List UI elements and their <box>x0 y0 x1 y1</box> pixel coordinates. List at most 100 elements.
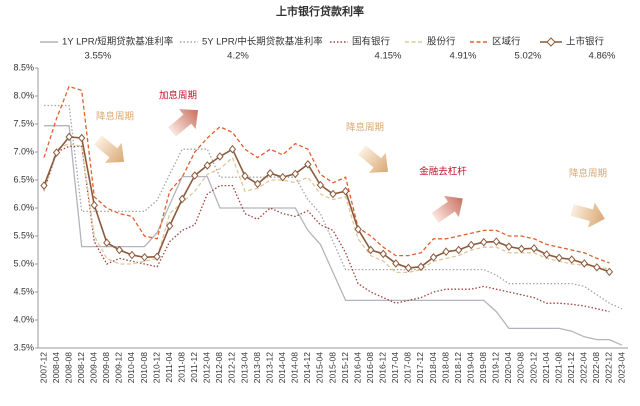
arrows <box>94 109 605 228</box>
y-tick-label: 6.5% <box>13 174 34 184</box>
x-tick-label: 2016-08 <box>365 352 375 383</box>
annotation: 金融去杠杆 <box>419 166 467 178</box>
data-point <box>341 186 350 196</box>
data-point <box>555 253 563 263</box>
data-point <box>568 255 576 264</box>
x-tick-label: 2018-12 <box>453 352 463 383</box>
legend-label: 国有银行 <box>352 36 391 48</box>
data-point <box>454 245 463 255</box>
data-point <box>605 267 614 277</box>
y-tick-label: 8.0% <box>13 90 34 100</box>
series-line <box>43 85 610 264</box>
legend-label: 股份行 <box>427 36 456 48</box>
y-tick-label: 5.5% <box>13 230 34 240</box>
data-point <box>316 180 325 190</box>
data-point <box>442 247 450 256</box>
x-tick-label: 2014-12 <box>302 352 312 383</box>
x-tick-label: 2011-12 <box>189 352 199 383</box>
legend-label: 区域行 <box>492 36 521 48</box>
x-tick-label: 2021-08 <box>553 352 563 383</box>
x-tick-label: 2014-08 <box>290 352 300 383</box>
data-point <box>304 160 312 169</box>
y-tick-label: 8.5% <box>13 62 34 72</box>
arrow <box>94 135 125 163</box>
x-tick-label: 2022-12 <box>604 352 614 383</box>
data-point <box>379 249 387 259</box>
x-tick-label: 2011-04 <box>164 352 174 383</box>
legend-label: 上市银行 <box>566 36 605 48</box>
x-tick-label: 2017-04 <box>390 352 400 383</box>
y-tick-label: 3.5% <box>13 342 34 352</box>
x-tick-label: 2012-04 <box>202 352 212 383</box>
x-tick-label: 2018-04 <box>428 352 438 383</box>
x-tick-label: 2008-12 <box>76 352 86 383</box>
data-point <box>241 171 249 181</box>
data-point <box>392 259 400 268</box>
x-tick-label: 2014-04 <box>277 352 287 383</box>
x-tick-label: 2019-12 <box>491 352 501 383</box>
series-line <box>44 125 623 346</box>
x-tick-label: 2009-04 <box>89 352 99 383</box>
data-point <box>216 152 224 161</box>
series-line <box>43 142 610 274</box>
x-tick-label: 2023-04 <box>616 352 626 383</box>
x-tick-label: 2012-08 <box>214 352 224 383</box>
data-point <box>429 253 438 262</box>
x-tick-label: 2015-08 <box>327 352 337 383</box>
data-point <box>115 245 124 255</box>
x-tick-label: 2009-08 <box>101 352 111 383</box>
x-tick-label: 2007-12 <box>38 352 48 383</box>
annotation: 降息周期 <box>346 122 384 134</box>
series-line <box>43 145 610 313</box>
x-tick-label: 2022-08 <box>591 352 601 383</box>
y-tick-label: 4.5% <box>13 286 34 296</box>
legend-value: 4.2% <box>227 51 249 62</box>
x-tick-label: 2020-04 <box>503 352 513 383</box>
series-line <box>43 136 610 273</box>
legend-value: 4.15% <box>375 51 402 62</box>
legend-value: 4.86% <box>589 51 616 62</box>
x-tick-label: 2013-08 <box>252 352 262 383</box>
data-point <box>90 200 98 210</box>
x-tick-label: 2010-08 <box>139 352 149 383</box>
legend-value: 3.55% <box>85 51 112 62</box>
legend-marker <box>546 37 556 47</box>
series-line <box>44 104 623 310</box>
data-point <box>467 240 475 250</box>
legend-value: 5.02% <box>515 51 542 62</box>
data-point <box>530 244 538 253</box>
x-tick-label: 2009-12 <box>114 352 124 383</box>
x-tick-label: 2018-08 <box>440 352 450 383</box>
legend-value: 4.91% <box>450 51 477 62</box>
data-point <box>593 263 601 272</box>
x-tick-label: 2017-12 <box>415 352 425 383</box>
x-tick-label: 2021-12 <box>566 352 576 383</box>
x-tick-label: 2019-04 <box>465 352 475 383</box>
arrow <box>570 202 605 228</box>
data-point <box>354 225 362 234</box>
x-tick-label: 2016-12 <box>378 352 388 383</box>
data-point <box>140 253 149 262</box>
x-tick-label: 2010-12 <box>151 352 161 383</box>
data-point <box>279 172 287 182</box>
y-tick-label: 4.0% <box>13 314 34 324</box>
x-tick-label: 2015-04 <box>315 352 325 383</box>
data-point <box>580 259 588 268</box>
data-point <box>165 221 174 231</box>
annotation: 降息周期 <box>96 111 134 123</box>
data-point <box>542 250 551 259</box>
x-tick-label: 2017-08 <box>403 352 413 383</box>
x-tick-label: 2011-08 <box>176 352 186 383</box>
data-point <box>40 181 48 190</box>
data-point <box>191 171 199 180</box>
data-point <box>178 194 186 204</box>
data-point <box>153 252 161 261</box>
x-tick-label: 2022-04 <box>579 352 589 383</box>
data-point <box>291 169 299 179</box>
data-point <box>203 161 212 170</box>
y-tick-label: 7.0% <box>13 146 34 156</box>
data-point <box>367 245 375 255</box>
data-point <box>329 189 337 199</box>
x-tick-label: 2019-08 <box>478 352 488 383</box>
